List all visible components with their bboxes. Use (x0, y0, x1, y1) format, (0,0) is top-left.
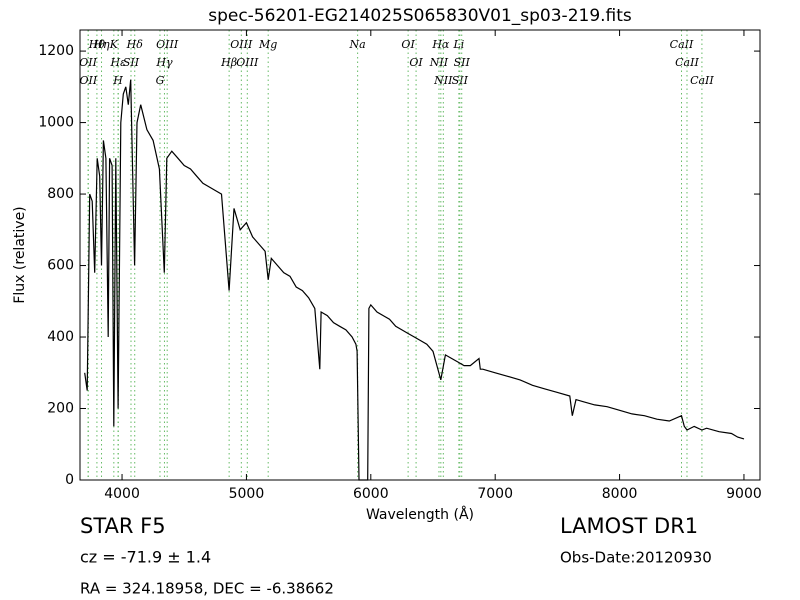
coordinates: RA = 324.18958, DEC = -6.38662 (80, 580, 334, 598)
y-tick-label: 0 (65, 472, 74, 488)
spectral-line-label: OIII (156, 38, 179, 51)
y-tick-label: 1200 (38, 43, 74, 59)
spectral-line-label: NII (433, 74, 453, 87)
x-tick-label: 6000 (353, 486, 389, 502)
star-class: STAR F5 (80, 514, 166, 538)
chart-title: spec-56201-EG214025S065830V01_sp03-219.f… (208, 6, 632, 26)
spectral-line-label: CaII (675, 56, 699, 69)
spectral-line-label: CaII (670, 38, 694, 51)
y-axis-label: Flux (relative) (12, 206, 28, 303)
x-tick-label: 5000 (229, 486, 265, 502)
x-tick-label: 9000 (726, 486, 762, 502)
spectral-line-label: SII (123, 56, 140, 69)
spectral-line-label: G (156, 74, 165, 87)
spectral-line-label: OI (401, 38, 415, 51)
spectral-line-label: OIII (230, 38, 253, 51)
x-tick-label: 8000 (602, 486, 638, 502)
plot-frame (79, 29, 761, 481)
spectral-line-label: Mg (258, 38, 277, 51)
spectral-line-label: Hθ (88, 38, 106, 51)
y-tick-label: 200 (47, 401, 74, 417)
spectral-line-label: OIII (236, 56, 259, 69)
spectrum-line (84, 79, 745, 481)
spectral-line-label: Hα (431, 38, 450, 51)
y-tick-label: 600 (47, 258, 74, 274)
spectral-line-label: SII (454, 56, 471, 69)
survey: LAMOST DR1 (560, 514, 698, 538)
spectral-line-label: Hγ (155, 56, 173, 69)
spectral-line-label: Li (452, 38, 464, 51)
spectral-line-label: NII (429, 56, 449, 69)
redshift: cz = -71.9 ± 1.4 (80, 548, 211, 567)
y-tick-label: 1000 (38, 115, 74, 131)
spectral-line-label: Hδ (126, 38, 144, 51)
y-tick-label: 400 (47, 329, 74, 345)
y-tick-label: 800 (47, 186, 74, 202)
spectral-line-label: Na (349, 38, 366, 51)
spectral-line-label: OII (79, 74, 97, 87)
x-tick-label: 7000 (477, 486, 513, 502)
obs-date: Obs-Date:20120930 (560, 549, 712, 567)
spectral-line-label: K (109, 38, 119, 51)
x-axis-label: Wavelength (Å) (366, 506, 474, 523)
spectral-line-label: Hη (92, 38, 110, 51)
x-tick-label: 4000 (104, 486, 140, 502)
spectral-line-label: OI (409, 56, 423, 69)
spectral-line-label: SII (452, 74, 469, 87)
spectral-line-label: CaII (690, 74, 714, 87)
spectral-line-label: H (112, 74, 123, 87)
spectral-line-label: Hβ (220, 56, 237, 69)
